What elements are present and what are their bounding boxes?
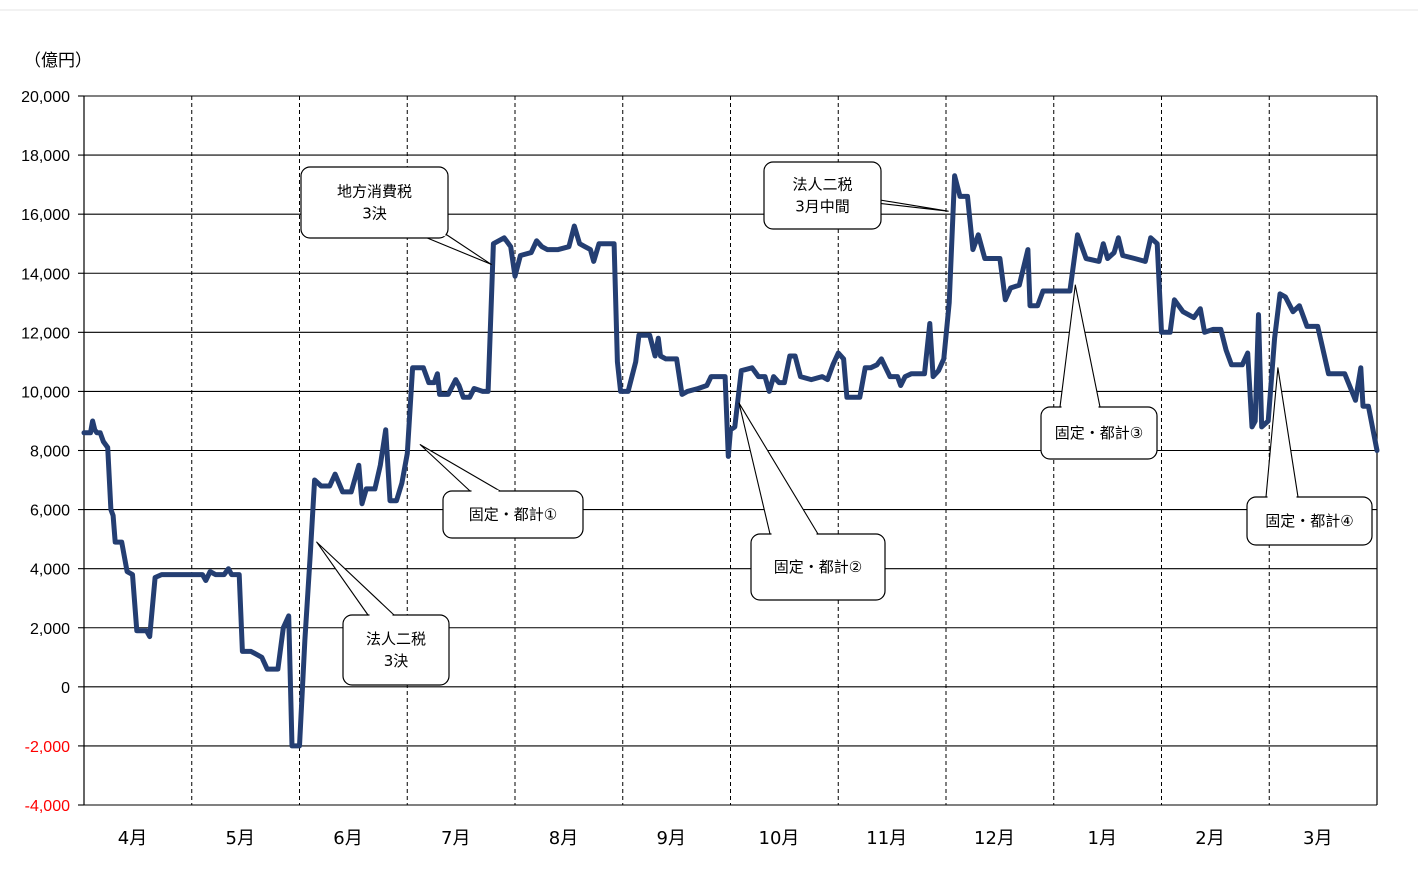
callout-pointer (316, 541, 395, 616)
x-tick-label: 7月 (441, 828, 470, 849)
annotation-callout: 固定・都計④ (1246, 367, 1373, 546)
callout-text: 法人二税 (792, 176, 852, 194)
y-unit-label: （億円） (24, 51, 92, 71)
annotations: 地方消費税3決法人二税3月中間固定・都計①法人二税3決固定・都計②固定・都計③固… (300, 161, 1373, 686)
y-tick-label: 4,000 (30, 562, 70, 579)
callout-text: 固定・都計① (469, 506, 557, 524)
callout-pointer (738, 402, 819, 535)
callout-pointer (419, 234, 492, 265)
callout-text: 固定・都計③ (1055, 424, 1143, 442)
callout-pointer (1059, 284, 1101, 408)
annotation-callout: 固定・都計③ (1040, 284, 1158, 460)
series-layer (81, 173, 1380, 749)
callout-text: 固定・都計④ (1265, 512, 1353, 530)
x-tick-label: 6月 (333, 828, 362, 849)
y-tick-label: -4,000 (25, 798, 70, 815)
x-tick-label: 5月 (226, 828, 255, 849)
callout-box (300, 166, 449, 239)
y-tick-label: 18,000 (21, 148, 70, 165)
callout-box (442, 490, 584, 539)
callout-pointer (419, 444, 501, 492)
y-tick-label: 16,000 (21, 207, 70, 224)
y-tick-label: 14,000 (21, 266, 70, 283)
y-tick-label: 0 (61, 680, 70, 697)
callout-text: 法人二税 (366, 630, 426, 648)
x-tick-label: 8月 (549, 828, 578, 849)
callout-text: 3月中間 (795, 198, 850, 216)
grid (84, 95, 1377, 806)
x-tick-label: 1月 (1088, 828, 1117, 849)
x-tick-label: 11月 (866, 828, 907, 849)
y-tick-label: 2,000 (30, 621, 70, 638)
annotation-callout: 固定・都計① (419, 444, 584, 539)
annotation-callout: 固定・都計② (738, 402, 886, 601)
y-tick-label: 12,000 (21, 325, 70, 342)
callout-text: 固定・都計② (774, 558, 862, 576)
callout-box (1040, 406, 1158, 460)
axes: 20,000 18,000 16,000 14,000 12,000 10,000 8,00… (21, 89, 1378, 849)
y-tick-label: -2,000 (25, 739, 70, 756)
y-tick-label: 10,000 (21, 384, 70, 401)
annotation-callout: 法人二税 3月中間 (763, 161, 949, 230)
annotation-callout: 法人二税 3決 (316, 541, 450, 686)
x-tick-label: 12月 (974, 828, 1015, 849)
callout-text: 3決 (384, 652, 409, 670)
x-tick-label: 4月 (118, 828, 147, 849)
annotation-callout: 地方消費税 3決 (300, 166, 492, 265)
y-tick-label: 6,000 (30, 503, 70, 520)
callout-text: 地方消費税 (337, 183, 412, 201)
x-tick-label: 10月 (759, 828, 800, 849)
y-tick-label: 20,000 (21, 89, 70, 106)
x-tick-label: 9月 (657, 828, 686, 849)
callout-box (1246, 496, 1373, 546)
callout-box (763, 161, 882, 230)
y-tick-label: 8,000 (30, 444, 70, 461)
callout-box (750, 533, 886, 601)
callout-box (342, 614, 450, 686)
x-tick-label: 2月 (1195, 828, 1224, 849)
callout-text: 3決 (362, 205, 387, 223)
x-tick-label: 3月 (1303, 828, 1332, 849)
series-line (81, 173, 1380, 749)
